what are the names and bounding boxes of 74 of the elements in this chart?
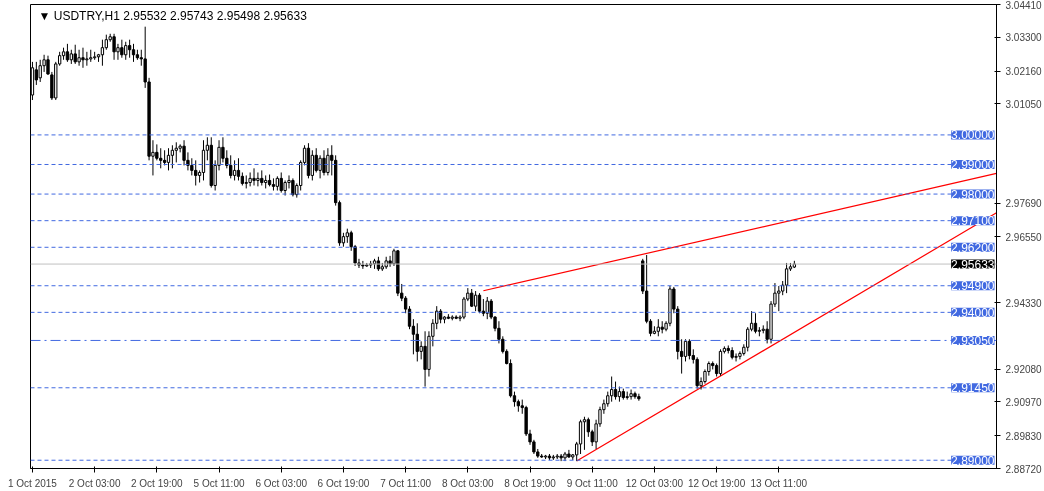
candlestick — [415, 322, 419, 362]
x-tick-label: 12 Oct 19:00 — [687, 477, 746, 489]
candlestick — [256, 171, 260, 187]
candlestick — [753, 312, 758, 334]
y-tick-label: 3.04410 — [1005, 0, 1043, 11]
candlestick — [127, 39, 132, 59]
y-tick-label: 2.96550 — [1005, 231, 1043, 243]
y-tick-label: 3.02160 — [1005, 66, 1043, 78]
candlestick — [159, 147, 163, 169]
ref-line-label: 2.94900 — [951, 279, 995, 294]
x-tick-label: 2 Oct 03:00 — [68, 477, 121, 489]
y-tick-label: 2.89830 — [1005, 430, 1043, 442]
ref-line-label: 2.91450 — [951, 381, 995, 396]
candlestick — [361, 260, 365, 270]
ref-line-label: 2.98000 — [951, 187, 995, 202]
ref-line-label: 3.00000 — [951, 128, 995, 143]
candlestick — [229, 154, 233, 179]
ref-line-label: 2.95633 — [951, 257, 995, 272]
candlestick — [85, 51, 89, 67]
candlestick — [81, 47, 85, 69]
candlestick — [609, 376, 614, 403]
candlestick — [112, 33, 116, 61]
x-tick-label: 1 Oct 2015 — [7, 477, 58, 489]
candlestick — [248, 171, 252, 187]
candlestick — [124, 41, 128, 61]
y-tick-label: 3.03300 — [1005, 32, 1043, 44]
candlestick — [120, 39, 124, 59]
candlestick — [182, 139, 186, 166]
ref-line-label: 2.96200 — [951, 240, 995, 255]
y-tick-label: 2.97690 — [1005, 198, 1043, 210]
x-tick-label: 12 Oct 03:00 — [625, 477, 684, 489]
y-tick-label: 2.88720 — [1005, 463, 1043, 475]
x-tick-label: 6 Oct 03:00 — [255, 477, 308, 489]
candlestick — [236, 157, 241, 181]
candlestick — [279, 171, 283, 194]
candlestick — [637, 393, 641, 402]
candlestick — [582, 416, 587, 451]
candlestick — [38, 59, 42, 83]
y-tick-label: 2.90970 — [1005, 396, 1043, 408]
x-tick-label: 6 Oct 19:00 — [317, 477, 370, 489]
candlestick — [326, 147, 330, 176]
candlestick — [683, 338, 688, 362]
x-tick-label: 13 Oct 11:00 — [750, 477, 808, 489]
chart-title: ▼ USDTRY,H1 2.95532 2.95743 2.95498 2.95633 — [38, 8, 308, 23]
ref-line-label: 2.97100 — [951, 214, 995, 229]
y-tick-label: 2.92080 — [1005, 364, 1043, 376]
x-tick-label: 7 Oct 11:00 — [380, 477, 432, 489]
candlestick — [485, 296, 489, 320]
candlestick — [291, 177, 295, 197]
candlestick — [322, 149, 326, 176]
candlestick — [687, 338, 692, 360]
x-tick-label: 2 Oct 19:00 — [130, 477, 184, 489]
x-tick-label: 9 Oct 11:00 — [566, 477, 619, 489]
candlestick — [252, 167, 256, 186]
candlestick — [194, 159, 198, 186]
candlestick — [232, 159, 237, 181]
ref-line-label: 2.89000 — [951, 453, 995, 468]
x-tick-label: 5 Oct 11:00 — [193, 477, 245, 489]
candlestick — [73, 44, 77, 65]
x-tick-label: 8 Oct 19:00 — [504, 477, 557, 489]
ref-line-label: 2.93050 — [951, 333, 995, 348]
y-tick-label: 2.94330 — [1005, 297, 1043, 309]
candlestick — [318, 154, 322, 179]
candlestick — [578, 419, 583, 455]
candlestick — [170, 144, 175, 169]
x-tick-label: 8 Oct 03:00 — [441, 477, 495, 489]
candlestick — [77, 49, 81, 67]
ref-line-label: 2.99000 — [951, 157, 995, 172]
candlestick — [777, 285, 781, 312]
y-tick-label: 3.01050 — [1005, 98, 1043, 110]
candlestick — [629, 389, 633, 401]
ref-line-label: 2.94000 — [951, 305, 995, 320]
candlestick — [734, 352, 738, 362]
candlestick — [423, 330, 427, 388]
